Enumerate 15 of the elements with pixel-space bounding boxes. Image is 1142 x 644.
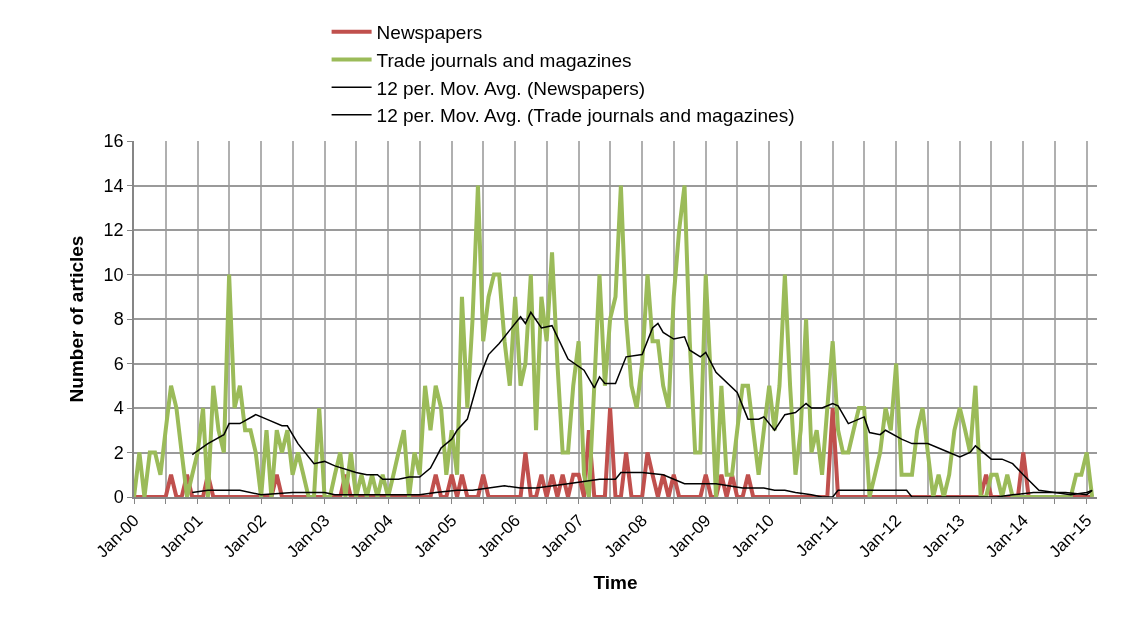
legend-label: 12 per. Mov. Avg. (Newspapers) bbox=[376, 77, 646, 99]
x-axis-title: Time bbox=[593, 571, 638, 593]
y-tick-label: 14 bbox=[103, 175, 124, 196]
legend-label: 12 per. Mov. Avg. (Trade journals and magazines) bbox=[376, 105, 795, 127]
y-tick-label: 10 bbox=[103, 264, 124, 285]
y-tick-label: 12 bbox=[103, 220, 124, 241]
y-tick-label: 6 bbox=[113, 353, 124, 374]
legend-label: Trade journals and magazines bbox=[376, 49, 632, 71]
legend-label: Newspapers bbox=[376, 22, 483, 44]
y-tick-label: 0 bbox=[113, 487, 124, 508]
y-tick-label: 16 bbox=[103, 131, 124, 152]
y-axis-title: Number of articles bbox=[65, 235, 87, 403]
y-tick-label: 4 bbox=[113, 398, 124, 419]
y-tick-label: 8 bbox=[113, 309, 124, 330]
y-tick-label: 2 bbox=[113, 442, 124, 463]
